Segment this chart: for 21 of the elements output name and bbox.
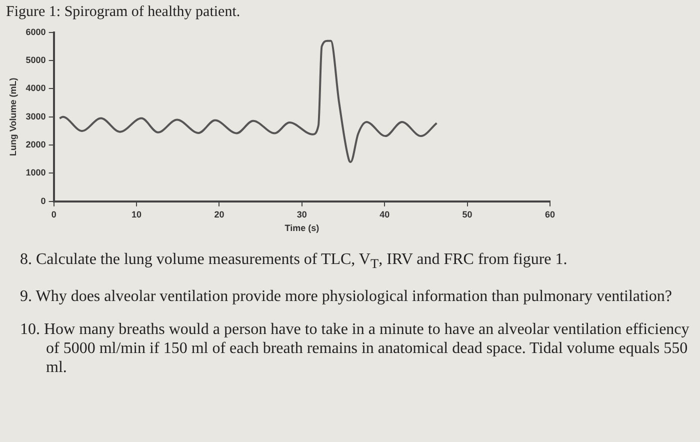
y-tick-label: 1000 — [26, 168, 46, 178]
x-tick-label: 0 — [51, 209, 56, 220]
y-tick-label: 6000 — [26, 26, 46, 37]
x-tick-label: 30 — [296, 209, 307, 220]
x-tick-label: 60 — [544, 209, 556, 220]
y-tick-label: 3000 — [26, 111, 46, 122]
chart-title: Figure 1: Spirogram of healthy patient. — [6, 4, 240, 21]
x-tick-label: 20 — [214, 209, 224, 220]
line-series — [58, 40, 438, 163]
text: 9. Why does alveolar ventilation provide more physiological information than pulmonary ventilation? — [20, 287, 673, 306]
x-tick-label: 40 — [380, 209, 390, 220]
text: 8. Calculate the lung volume measurements of TLC, V$_{T}$, IRV and FRC from figure 1. — [20, 250, 568, 274]
y-tick-label: 2000 — [26, 140, 46, 150]
x-tick-label: 10 — [132, 209, 142, 220]
x-axis-title: Time (s) — [284, 223, 320, 234]
y-tick-label: 0 — [40, 196, 46, 206]
y-tick-label: 4000 — [26, 83, 46, 94]
y-axis-title: Lung Volume (mL) — [8, 78, 18, 156]
x-tick-label: 50 — [462, 209, 472, 220]
y-tick-label: 5000 — [26, 55, 46, 66]
text: 10. How many breaths would a person have to take in a minute to have an alveolar ventilation efficiency of 5000 ml/min if 150 ml of each breath remains in anatomical dead space. Tidal volume equals 550 ml. — [20, 320, 690, 378]
